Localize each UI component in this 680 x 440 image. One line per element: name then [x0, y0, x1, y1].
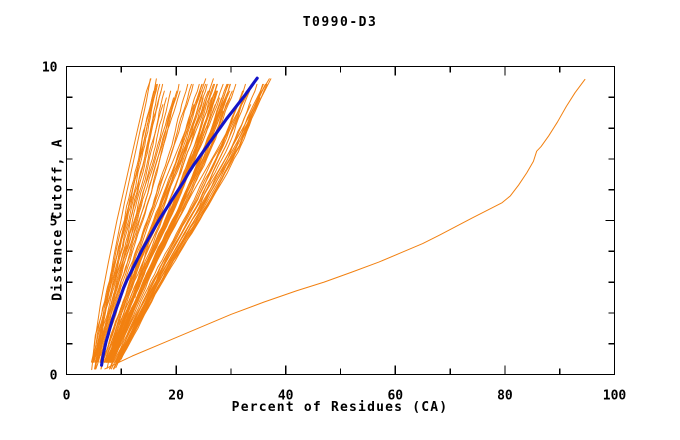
- model-curve: [95, 90, 178, 370]
- page-title: T0990-D3: [302, 15, 378, 30]
- y-axis-tick-label: 5: [50, 215, 58, 230]
- model-curve: [106, 78, 207, 369]
- model-curve: [104, 104, 195, 356]
- x-axis-tick-label: 40: [278, 389, 294, 404]
- x-axis-tick-label: 60: [387, 389, 403, 404]
- model-curve: [120, 78, 270, 360]
- model-curve: [91, 78, 152, 371]
- model-curve: [99, 83, 189, 363]
- tick-labels-layer: 0 20 40 60 80 100 0 5 10: [42, 61, 627, 404]
- x-axis-tick-label: 0: [63, 389, 71, 404]
- model-curve: [109, 90, 244, 370]
- x-axis-label: Percent of Residues (CA): [231, 400, 449, 415]
- model-curve: [105, 90, 217, 363]
- model-curve: [108, 83, 231, 363]
- model-curve: [118, 83, 266, 363]
- model-curve: [98, 78, 151, 357]
- model-curve: [108, 97, 223, 363]
- outlier-model-curve: [104, 78, 586, 370]
- model-curve: [117, 83, 264, 363]
- model-curve: [97, 90, 181, 363]
- x-axis-tick-label: 100: [603, 389, 627, 404]
- y-axis-tick-label: 10: [42, 61, 58, 76]
- model-curve: [95, 97, 167, 363]
- model-curve: [109, 78, 257, 369]
- reference-curve: [100, 76, 259, 367]
- y-axis-tick-label: 0: [50, 369, 58, 384]
- curves-layer: [90, 76, 586, 371]
- model-curve: [134, 78, 214, 298]
- x-axis-tick-label: 80: [497, 389, 513, 404]
- model-curve: [105, 90, 209, 363]
- axes-layer: [65, 65, 616, 376]
- model-curve: [110, 90, 244, 370]
- x-axis-tick-label: 20: [168, 389, 184, 404]
